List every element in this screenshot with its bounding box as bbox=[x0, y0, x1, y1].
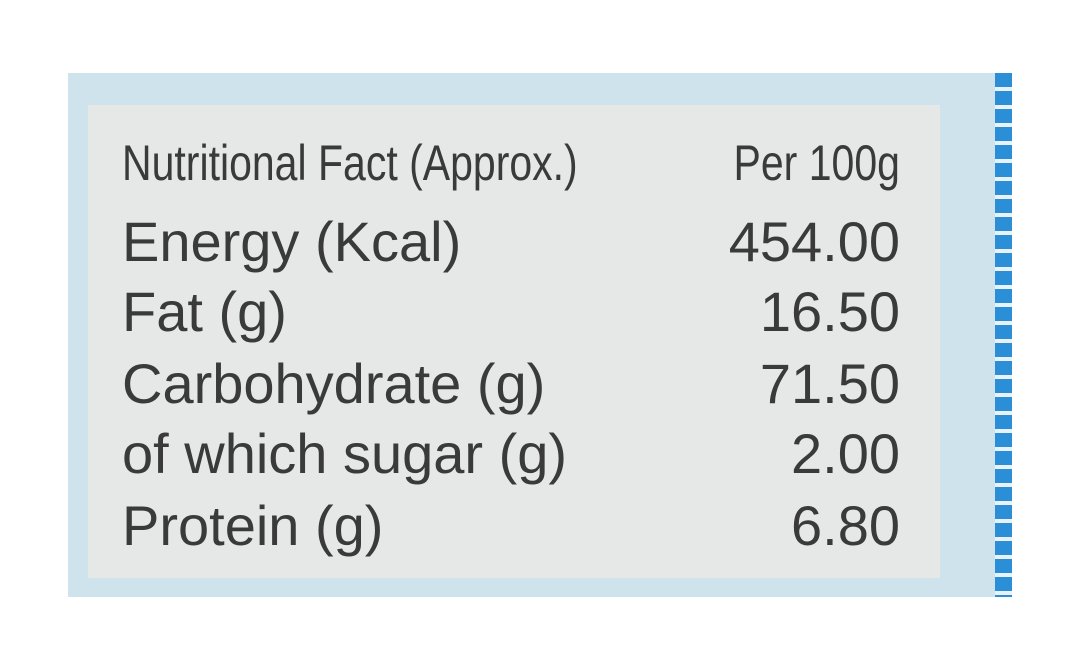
nutrient-value: 6.80 bbox=[791, 494, 900, 557]
nutrient-name: Energy (Kcal) bbox=[122, 210, 462, 273]
nutrient-value: 2.00 bbox=[791, 422, 900, 485]
dashed-edge bbox=[995, 73, 1012, 597]
nutrient-name: Carbohydrate (g) bbox=[122, 352, 546, 415]
table-box bbox=[88, 105, 940, 578]
nutrient-name: of which sugar (g) bbox=[122, 422, 568, 485]
nutrient-value: 16.50 bbox=[759, 280, 900, 343]
column-header-label: Nutritional Fact (Approx.) bbox=[122, 135, 578, 191]
nutrient-name: Fat (g) bbox=[122, 280, 287, 343]
column-header-value: Per 100g bbox=[733, 135, 900, 191]
nutrient-name: Protein (g) bbox=[122, 494, 384, 557]
nutrient-value: 454.00 bbox=[728, 210, 900, 273]
nutrient-value: 71.50 bbox=[759, 352, 900, 415]
